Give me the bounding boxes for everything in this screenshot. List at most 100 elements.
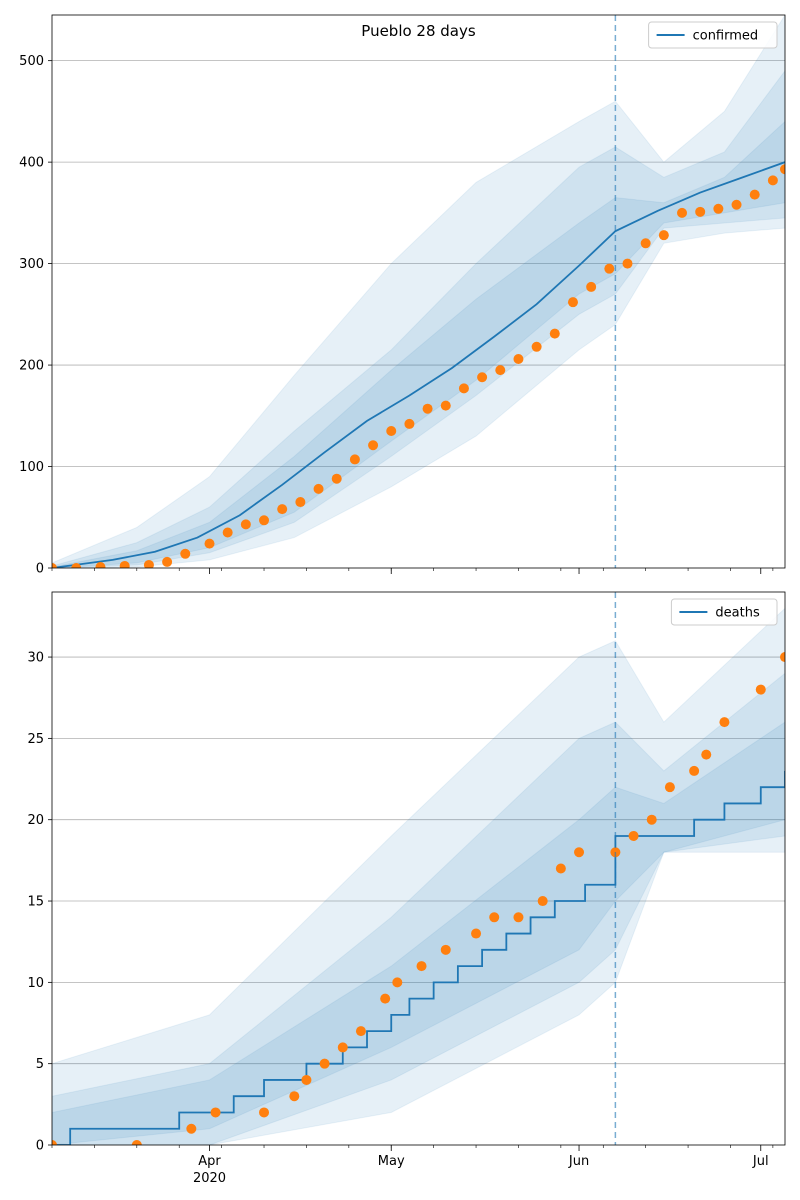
observed-point	[313, 483, 324, 494]
x-tick-label: May	[378, 1154, 405, 1169]
observed-point	[440, 944, 451, 955]
observed-point	[646, 814, 657, 825]
observed-point	[628, 830, 639, 841]
observed-point	[368, 440, 379, 451]
observed-point	[513, 353, 524, 364]
observed-point	[531, 341, 542, 352]
observed-point	[658, 230, 669, 241]
y-tick-label: 300	[19, 257, 44, 272]
axes-frame	[51, 591, 786, 1146]
plot-area	[52, 607, 785, 1145]
axes-frame	[51, 14, 786, 569]
y-tick-label: 25	[27, 732, 44, 747]
y-tick-label: 5	[36, 1057, 44, 1072]
x-tick-sublabel: 2020	[193, 1171, 226, 1186]
observed-point	[458, 383, 469, 394]
observed-point	[622, 258, 633, 269]
observed-point	[513, 912, 524, 923]
observed-point	[222, 527, 233, 538]
panel-deaths: 0 5 10 15 20 25 30 Apr 2020 May Jun Jul deaths	[27, 591, 786, 1186]
observed-point	[392, 977, 403, 988]
panel-confirmed: 0 100 200 300 400 500 Pueblo 28 days confirmed	[19, 14, 786, 577]
observed-point	[477, 372, 488, 383]
observed-point	[52, 563, 57, 568]
median-line-confirmed	[52, 161, 785, 568]
observed-point	[731, 199, 742, 210]
observed-point	[210, 1107, 221, 1118]
legend-label: deaths	[715, 606, 760, 621]
observed-point	[277, 504, 288, 515]
y-tick-label: 0	[36, 562, 44, 577]
observed-point	[555, 863, 566, 874]
observed-point	[289, 1091, 300, 1102]
y-tick-label: 15	[27, 895, 44, 910]
uncertainty-band-3	[52, 721, 785, 1145]
observed-point	[240, 519, 251, 530]
x-tick-label: Jun	[568, 1154, 589, 1169]
observed-point	[416, 961, 427, 972]
observed-point	[719, 717, 730, 728]
y-tick-label: 500	[19, 54, 44, 69]
observed-point	[404, 418, 415, 429]
observed-point	[71, 563, 82, 568]
y-tick-label: 20	[27, 813, 44, 828]
observed-point	[143, 559, 154, 568]
uncertainty-band-2	[52, 69, 785, 568]
observed-point	[664, 782, 675, 793]
observed-point	[586, 281, 597, 292]
observed-point	[180, 548, 191, 559]
observed-point	[640, 238, 651, 249]
observed-point	[695, 206, 706, 217]
observed-point	[422, 403, 433, 414]
observed-point	[380, 993, 391, 1004]
observed-point	[162, 556, 173, 567]
observed-point	[780, 652, 785, 663]
observed-point	[440, 400, 451, 411]
uncertainty-band-1	[52, 607, 785, 1145]
observed-point	[131, 1140, 142, 1145]
observed-point	[471, 928, 482, 939]
legend-box	[670, 598, 778, 626]
observed-point	[301, 1074, 312, 1085]
observed-point	[295, 497, 306, 508]
uncertainty-band-1	[52, 15, 785, 568]
observed-point	[701, 749, 712, 760]
observed-point	[537, 896, 548, 907]
observed-point	[337, 1042, 348, 1053]
observed-point	[574, 847, 585, 858]
x-tick-label: Apr	[198, 1154, 221, 1169]
chart-title: Pueblo 28 days	[361, 22, 476, 40]
y-tick-label: 10	[27, 976, 44, 991]
observed-point	[259, 515, 270, 526]
observed-point	[495, 365, 506, 376]
y-tick-label: 100	[19, 460, 44, 475]
observed-point	[604, 263, 615, 274]
legend-box	[648, 21, 778, 49]
observed-point	[319, 1058, 330, 1069]
uncertainty-band-2	[52, 672, 785, 1145]
observed-point	[119, 560, 130, 568]
observed-point	[52, 1140, 57, 1145]
observed-point	[549, 328, 560, 339]
y-tick-label: 400	[19, 156, 44, 171]
x-tick-label: Jul	[752, 1154, 769, 1169]
observed-point	[386, 426, 397, 437]
y-tick-label: 30	[27, 651, 44, 666]
observed-point	[331, 473, 342, 484]
observed-point	[713, 203, 724, 214]
observed-point	[677, 207, 688, 218]
median-line-deaths	[52, 770, 785, 1145]
observed-point	[186, 1123, 197, 1134]
observed-point	[755, 684, 766, 695]
observed-point	[567, 297, 578, 308]
observed-point	[749, 189, 760, 200]
observed-point	[767, 175, 778, 186]
plot-area	[52, 15, 785, 568]
y-tick-label: 200	[19, 359, 44, 374]
legend-label: confirmed	[693, 29, 759, 44]
observed-point	[259, 1107, 270, 1118]
y-tick-label: 0	[36, 1139, 44, 1154]
observed-point	[349, 454, 360, 465]
observed-point	[689, 765, 700, 776]
